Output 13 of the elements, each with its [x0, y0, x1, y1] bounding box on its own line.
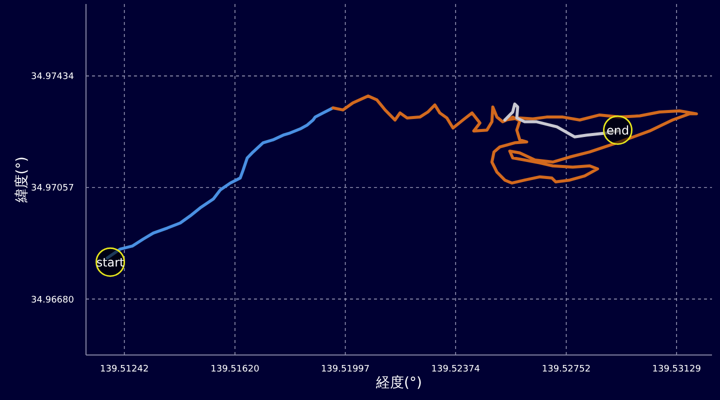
x-tick-label: 139.51242: [100, 364, 149, 374]
x-tick-label: 139.51997: [320, 364, 370, 374]
y-tick-label: 34.97057: [31, 184, 74, 194]
annotation: end: [606, 123, 630, 138]
line-series: [332, 94, 698, 185]
x-axis-title: 経度(°): [375, 375, 422, 391]
x-tick-label: 139.53129: [652, 364, 702, 374]
y-axis-title: 緯度(°): [14, 156, 30, 204]
x-tick-label: 139.51620: [210, 364, 260, 374]
y-tick-label: 34.96680: [31, 295, 74, 306]
x-tick-label: 139.52374: [431, 364, 480, 374]
y-tick-label: 34.97434: [31, 72, 74, 82]
x-tick-label: 139.52752: [542, 364, 591, 374]
